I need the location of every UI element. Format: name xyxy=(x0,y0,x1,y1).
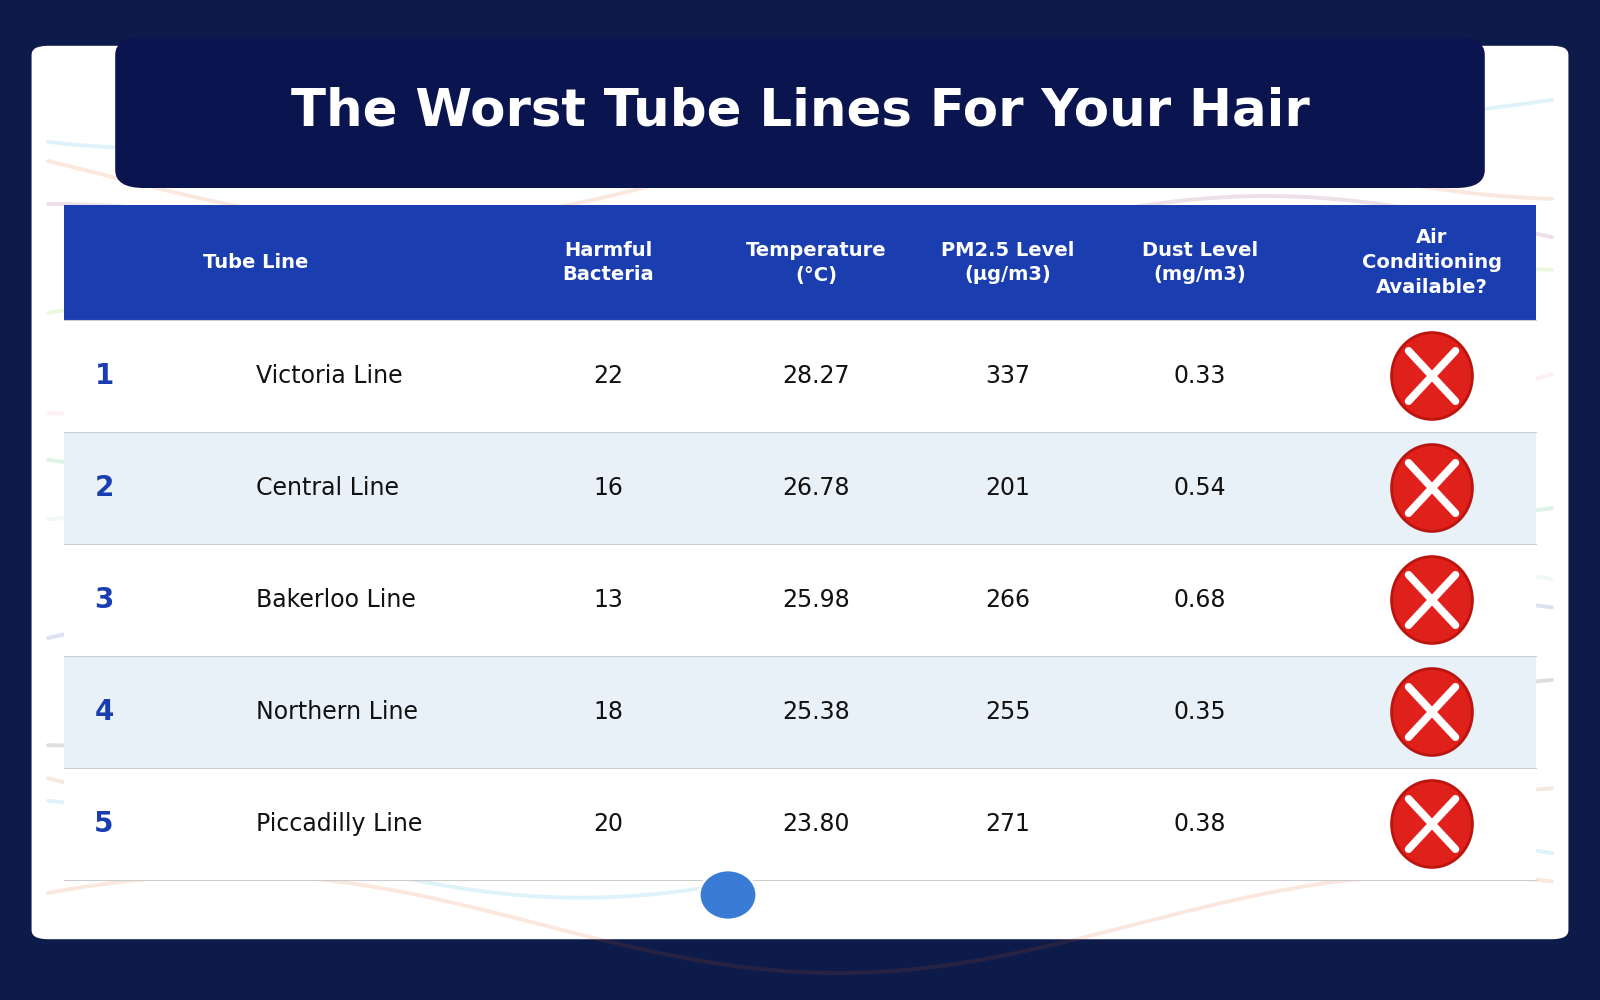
Ellipse shape xyxy=(1392,781,1472,867)
Text: 5: 5 xyxy=(94,810,114,838)
Text: 25.98: 25.98 xyxy=(782,588,850,612)
FancyBboxPatch shape xyxy=(64,320,1536,432)
Text: 16: 16 xyxy=(594,476,622,500)
FancyBboxPatch shape xyxy=(64,544,1536,656)
Text: 271: 271 xyxy=(986,812,1030,836)
Text: Northern Line: Northern Line xyxy=(256,700,418,724)
Text: 3: 3 xyxy=(94,586,114,614)
Text: Air
Conditioning
Available?: Air Conditioning Available? xyxy=(1362,228,1502,297)
Text: 13: 13 xyxy=(594,588,622,612)
Text: 255: 255 xyxy=(986,700,1030,724)
FancyBboxPatch shape xyxy=(64,656,1536,768)
Text: Temperature
(°C): Temperature (°C) xyxy=(746,240,886,284)
Text: 0.35: 0.35 xyxy=(1174,700,1226,724)
Text: 337: 337 xyxy=(986,364,1030,388)
Text: Central Line: Central Line xyxy=(256,476,398,500)
Text: Dust Level
(mg/m3): Dust Level (mg/m3) xyxy=(1142,240,1258,284)
Text: Harmful
Bacteria: Harmful Bacteria xyxy=(562,240,654,284)
Ellipse shape xyxy=(1392,557,1472,643)
Ellipse shape xyxy=(1392,333,1472,419)
FancyBboxPatch shape xyxy=(64,205,1536,320)
Text: 266: 266 xyxy=(986,588,1030,612)
Text: Bakerloo Line: Bakerloo Line xyxy=(256,588,416,612)
Text: The Worst Tube Lines For Your Hair: The Worst Tube Lines For Your Hair xyxy=(291,87,1309,137)
Text: 23.80: 23.80 xyxy=(782,812,850,836)
Text: 26.78: 26.78 xyxy=(782,476,850,500)
Text: 20: 20 xyxy=(594,812,622,836)
Text: 0.68: 0.68 xyxy=(1174,588,1226,612)
Text: 0.38: 0.38 xyxy=(1174,812,1226,836)
Text: Victoria Line: Victoria Line xyxy=(256,364,403,388)
Text: 4: 4 xyxy=(94,698,114,726)
Text: PM2.5 Level
(μg/m3): PM2.5 Level (μg/m3) xyxy=(941,240,1075,284)
Text: 201: 201 xyxy=(986,476,1030,500)
Ellipse shape xyxy=(1392,445,1472,531)
Text: 2: 2 xyxy=(94,474,114,502)
Text: 0.54: 0.54 xyxy=(1174,476,1226,500)
Text: Tube Line: Tube Line xyxy=(203,253,309,272)
Text: 25.38: 25.38 xyxy=(782,700,850,724)
Ellipse shape xyxy=(699,870,757,920)
Text: Piccadilly Line: Piccadilly Line xyxy=(256,812,422,836)
FancyBboxPatch shape xyxy=(64,768,1536,880)
Ellipse shape xyxy=(1392,669,1472,755)
Text: 28.27: 28.27 xyxy=(782,364,850,388)
Text: 1: 1 xyxy=(94,362,114,390)
Text: 22: 22 xyxy=(594,364,622,388)
FancyBboxPatch shape xyxy=(115,37,1485,188)
Text: Elithair: Elithair xyxy=(768,880,893,910)
FancyBboxPatch shape xyxy=(64,432,1536,544)
FancyBboxPatch shape xyxy=(29,43,1571,942)
Text: 0.33: 0.33 xyxy=(1174,364,1226,388)
Text: 18: 18 xyxy=(594,700,622,724)
